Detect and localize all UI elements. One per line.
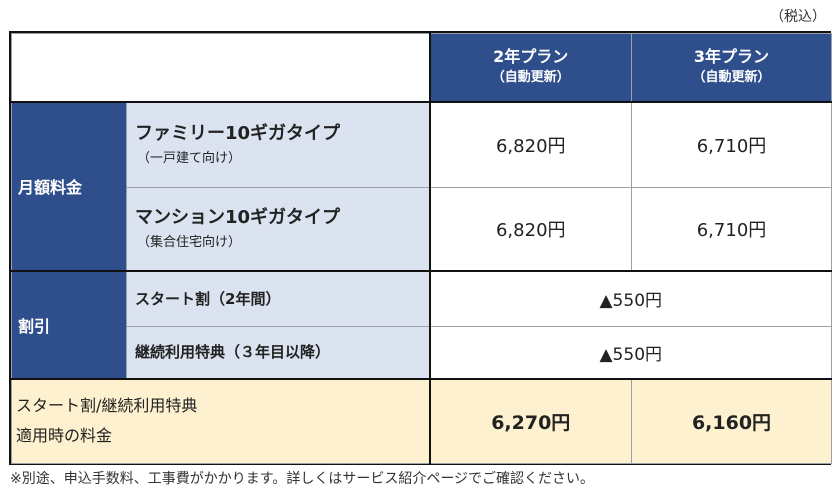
family-type-cell: ファミリー10ギガタイプ （一戸建て向け）: [126, 101, 431, 188]
plan-renewal-note: （自動更新）: [692, 70, 771, 86]
monthly-fee-category: 月額料金: [11, 101, 127, 271]
family-type-note: （一戸建て向け）: [137, 150, 242, 166]
continuation-discount-cell: 継続利用特典（３年目以降）: [126, 326, 431, 379]
mansion-type-cell: マンション10ギガタイプ （集合住宅向け）: [126, 187, 431, 271]
continuation-discount-value: ▲550円: [429, 326, 832, 379]
price-family-3year: 6,710円: [631, 101, 832, 188]
plan-name: 2年プラン: [493, 47, 569, 67]
table-row-start-discount: 割引 スタート割（2年間） ▲550円: [11, 269, 832, 379]
table-row-total: スタート割/継続利用特典 適用時の料金 6,270円 6,160円: [11, 377, 832, 464]
table-row-mansion: マンション10ギガタイプ （集合住宅向け） 6,820円 6,710円: [12, 187, 832, 271]
continuation-discount-name: 継続利用特典（３年目以降）: [135, 343, 331, 362]
header-row: 2年プラン （自動更新） 3年プラン （自動更新）: [11, 33, 832, 103]
total-label-line2: 適用時の料金: [16, 426, 113, 446]
start-discount-cell: スタート割（2年間）: [126, 269, 431, 327]
header-blank-cell: [11, 33, 431, 103]
mansion-type-name: マンション10ギガタイプ: [135, 206, 341, 228]
total-label-line1: スタート割/継続利用特典: [16, 396, 198, 416]
price-family-2year: 6,820円: [429, 101, 632, 188]
table-row-family: 月額料金 ファミリー10ギガタイプ （一戸建て向け） 6,820円 6,710円: [11, 101, 832, 271]
mansion-type-note: （集合住宅向け）: [137, 234, 242, 250]
start-discount-value: ▲550円: [429, 269, 832, 327]
family-type-name: ファミリー10ギガタイプ: [135, 122, 341, 144]
plan-name: 3年プラン: [693, 47, 770, 67]
tax-included-note: （税込）: [770, 9, 826, 25]
plan-renewal-note: （自動更新）: [491, 70, 570, 86]
footnote: ※別途、申込手数料、工事費がかかります。詳しくはサービス紹介ページでご確認くださ…: [10, 471, 595, 487]
total-label-cell: スタート割/継続利用特典 適用時の料金: [11, 377, 431, 464]
pricing-table: 2年プラン （自動更新） 3年プラン （自動更新） 月額料金 ファミリー10ギガ…: [9, 31, 832, 465]
total-price-2year: 6,270円: [429, 377, 632, 464]
table-row-continuation-discount: 継続利用特典（３年目以降） ▲550円: [12, 326, 832, 379]
price-mansion-2year: 6,820円: [429, 187, 632, 271]
discount-category: 割引: [11, 269, 127, 379]
plan-header-2year: 2年プラン （自動更新）: [429, 33, 632, 103]
price-mansion-3year: 6,710円: [631, 187, 832, 271]
total-price-3year: 6,160円: [631, 377, 832, 464]
plan-header-3year: 3年プラン （自動更新）: [631, 33, 832, 103]
start-discount-name: スタート割（2年間）: [135, 289, 281, 308]
